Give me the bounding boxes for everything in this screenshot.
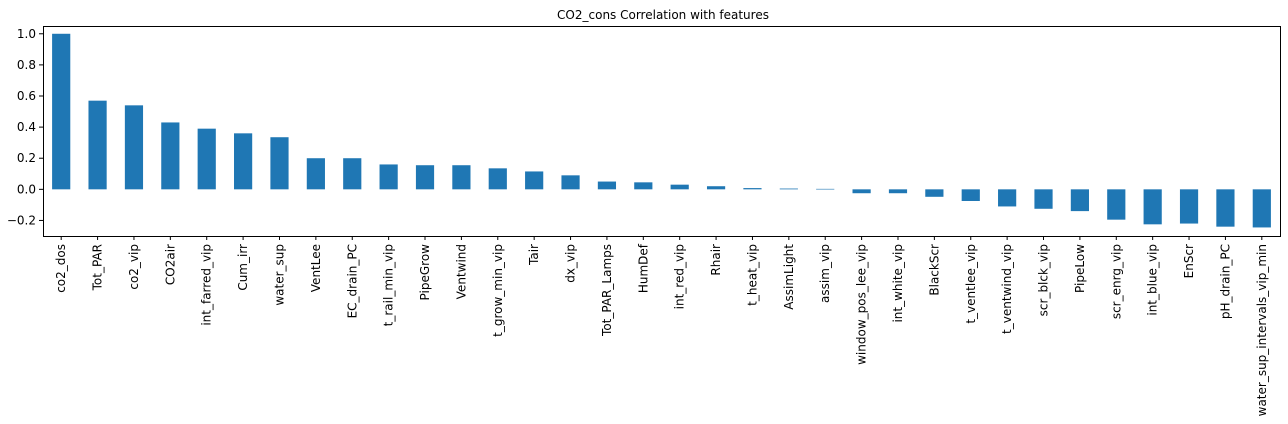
bar-pH_drain_PC <box>1216 189 1235 227</box>
bar-t_grow_min_vip <box>488 168 507 190</box>
x-axis: co2_dos Tot_PAR co2_vip CO2air int_farred_vi… <box>54 236 1269 416</box>
bar-BlackScr <box>925 189 944 197</box>
x-tick-label: PipeLow <box>1073 244 1087 293</box>
bar-int_farred_vip <box>197 128 216 190</box>
x-tick-label: int_blue_vip <box>1146 244 1160 316</box>
x-tick-label: Tot_PAR_Lamps <box>600 244 614 337</box>
x-tick-label: int_farred_vip <box>200 244 214 326</box>
bar-scr_blck_vip <box>1034 189 1053 209</box>
bar-Tot_PAR_Lamps <box>597 181 617 190</box>
x-tick-label: water_sup_intervals_vip_min <box>1255 244 1269 416</box>
bar-PipeLow <box>1070 189 1089 212</box>
x-tick-label: CO2air <box>163 244 177 285</box>
bar-int_white_vip <box>888 189 908 194</box>
bar-CO2air <box>161 122 180 190</box>
x-tick-label: t_ventlee_vip <box>964 244 978 324</box>
plot-frame <box>43 26 1281 237</box>
bar-water_sup <box>270 137 289 190</box>
x-tick-label: BlackScr <box>927 244 941 296</box>
bar-scr_enrg_vip <box>1107 189 1126 220</box>
x-tick-label: EC_drain_PC <box>345 244 359 318</box>
bar-AssimLight <box>779 188 798 190</box>
x-tick-label: scr_blck_vip <box>1037 244 1051 316</box>
y-tick-label: 0.2 <box>17 151 36 165</box>
bar-Cum_irr <box>234 133 253 190</box>
x-tick-label: Ventwind <box>454 244 468 299</box>
x-tick-label: t_rail_min_vip <box>382 244 396 326</box>
x-tick-label: AssimLight <box>782 244 796 310</box>
bar-int_blue_vip <box>1143 189 1162 225</box>
y-axis: −0.2 0.0 0.2 0.4 0.6 0.8 1.0 <box>7 27 43 227</box>
bar-co2_dos <box>52 33 71 190</box>
x-tick-label: Tot_PAR <box>91 244 105 291</box>
bar-Ventwind <box>452 165 471 190</box>
bar-Tair <box>525 171 544 190</box>
y-tick-label: −0.2 <box>7 213 36 227</box>
bar-PipeGrow <box>415 165 435 190</box>
bars-layer <box>52 33 1271 228</box>
x-tick-label: pH_drain_PC <box>1218 244 1232 319</box>
x-tick-label: Tair <box>527 244 541 266</box>
bar-int_red_vip <box>670 184 689 190</box>
bar-VentLee <box>306 158 325 190</box>
x-tick-label: int_white_vip <box>891 244 905 323</box>
bar-co2_vip <box>124 105 144 190</box>
y-tick-label: 1.0 <box>17 27 36 41</box>
bar-EC_drain_PC <box>343 158 362 190</box>
y-tick-label: 0.4 <box>17 120 36 134</box>
x-tick-label: assim_vip <box>818 244 832 303</box>
bar-t_ventlee_vip <box>961 189 980 201</box>
bar-window_pos_lee_vip <box>852 189 871 194</box>
x-tick-label: Cum_irr <box>236 244 250 291</box>
x-tick-label: t_grow_min_vip <box>491 244 505 337</box>
x-tick-label: PipeGrow <box>418 244 432 301</box>
x-tick-label: water_sup <box>272 244 286 306</box>
x-tick-label: t_ventwind_vip <box>1000 244 1014 334</box>
bar-HumDef <box>634 182 653 190</box>
x-tick-label: HumDef <box>636 243 650 293</box>
x-tick-label: VentLee <box>309 244 323 292</box>
x-tick-label: dx_vip <box>564 244 578 283</box>
x-tick-label: co2_vip <box>127 244 141 290</box>
y-tick-label: 0.0 <box>17 182 36 196</box>
y-tick-label: 0.6 <box>17 89 36 103</box>
x-tick-label: t_heat_vip <box>745 244 759 306</box>
chart-title: CO2_cons Correlation with features <box>557 8 769 22</box>
y-tick-label: 0.8 <box>17 58 36 72</box>
bar-dx_vip <box>561 175 580 190</box>
bar-t_rail_min_vip <box>379 164 398 190</box>
x-tick-label: Rhair <box>709 244 723 276</box>
bar-t_ventwind_vip <box>998 189 1017 207</box>
x-tick-label: EnScr <box>1182 244 1196 278</box>
bar-assim_vip <box>816 188 835 190</box>
bar-Rhair <box>706 186 726 190</box>
bar-Tot_PAR <box>88 100 107 190</box>
bar-EnScr <box>1179 189 1199 224</box>
x-tick-label: co2_dos <box>54 244 68 293</box>
x-tick-label: int_red_vip <box>673 244 687 309</box>
x-tick-label: window_pos_lee_vip <box>855 244 869 365</box>
x-tick-label: scr_enrg_vip <box>1109 244 1123 319</box>
bar-water_sup_intervals_vip_min <box>1252 189 1271 228</box>
bar-t_heat_vip <box>743 188 762 190</box>
